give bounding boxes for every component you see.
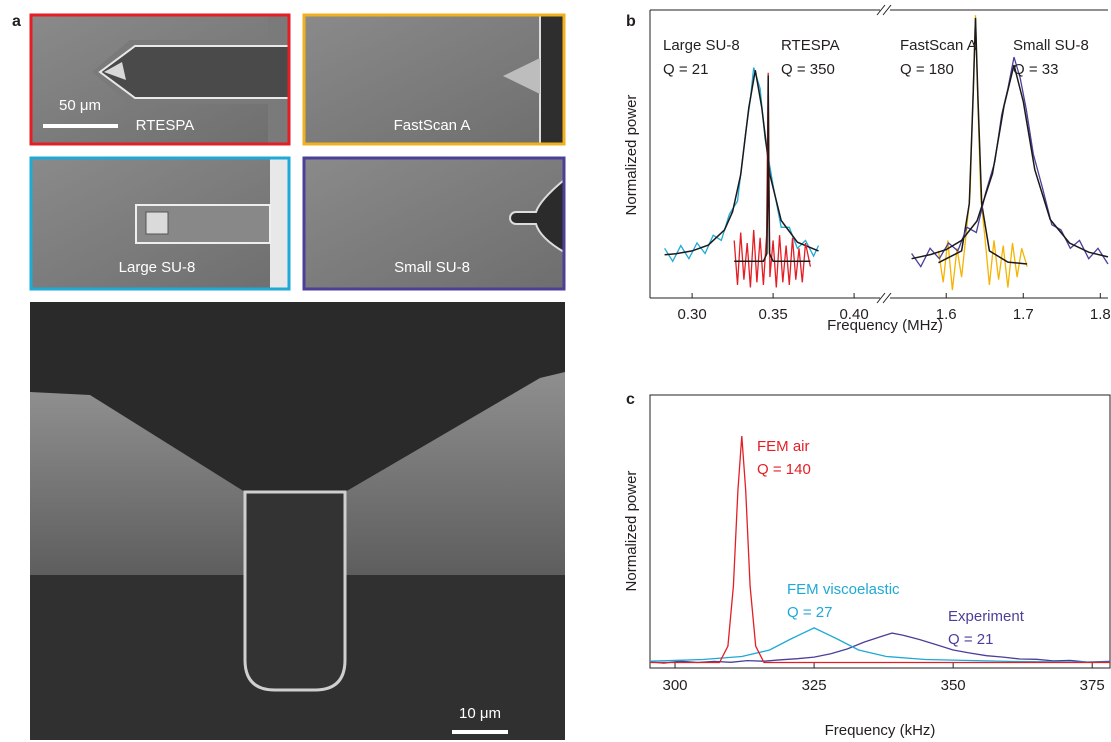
sem-tip [146,212,168,234]
x-tick-label: 0.30 [678,306,707,323]
image-label: FastScan A [394,117,471,134]
data-line [939,15,1028,290]
series-label: RTESPA [781,37,840,54]
fit-line [912,65,1108,259]
q-label: Q = 27 [787,604,832,621]
sem-cantilever [100,46,289,98]
x-tick-label: 325 [802,677,827,694]
series-label: FastScan A [900,37,977,54]
image-label: RTESPA [136,117,195,134]
q-label: Q = 180 [900,61,954,78]
q-label: Q = 21 [948,631,993,648]
x-axis-label: Frequency (kHz) [825,722,936,739]
fit-line [939,18,1028,264]
series-label: FEM viscoelastic [787,581,900,598]
x-tick-label: 1.8 [1090,306,1111,323]
data-line [650,628,1110,662]
q-label: Q = 21 [663,61,708,78]
series-label: Small SU-8 [1013,37,1089,54]
sem-chip [540,15,564,144]
x-axis-label: Frequency (MHz) [827,317,943,334]
image-label: Small SU-8 [394,259,470,276]
x-tick-label: 1.7 [1013,306,1034,323]
q-label: Q = 350 [781,61,835,78]
x-tick-label: 350 [941,677,966,694]
plot-frame [650,395,1110,668]
y-axis-label: Normalized power [623,95,640,216]
sem-chip [270,158,289,289]
series-label: Large SU-8 [663,37,740,54]
data-line [650,436,1110,663]
panel-label: a [12,13,21,30]
q-label: Q = 140 [757,461,811,478]
series-label: FEM air [757,438,810,455]
panel-label: c [626,391,635,408]
scale-label: 50 μm [59,97,101,114]
panel-label: b [626,13,636,30]
figure: a 50 μm 10 μm RTESPA FastScan A Large SU-8… [0,0,1111,742]
x-tick-label: 300 [663,677,688,694]
q-label: Q = 33 [1013,61,1058,78]
image-label: Large SU-8 [119,259,196,276]
series-label: Experiment [948,608,1025,625]
fit-line [734,76,810,262]
y-axis-label: Normalized power [623,471,640,592]
scale-label: 10 μm [459,705,501,722]
fit-line [665,70,819,255]
sem-cantilever [245,492,345,690]
x-tick-label: 375 [1080,677,1105,694]
x-tick-label: 0.35 [758,306,787,323]
data-line [912,57,1108,267]
